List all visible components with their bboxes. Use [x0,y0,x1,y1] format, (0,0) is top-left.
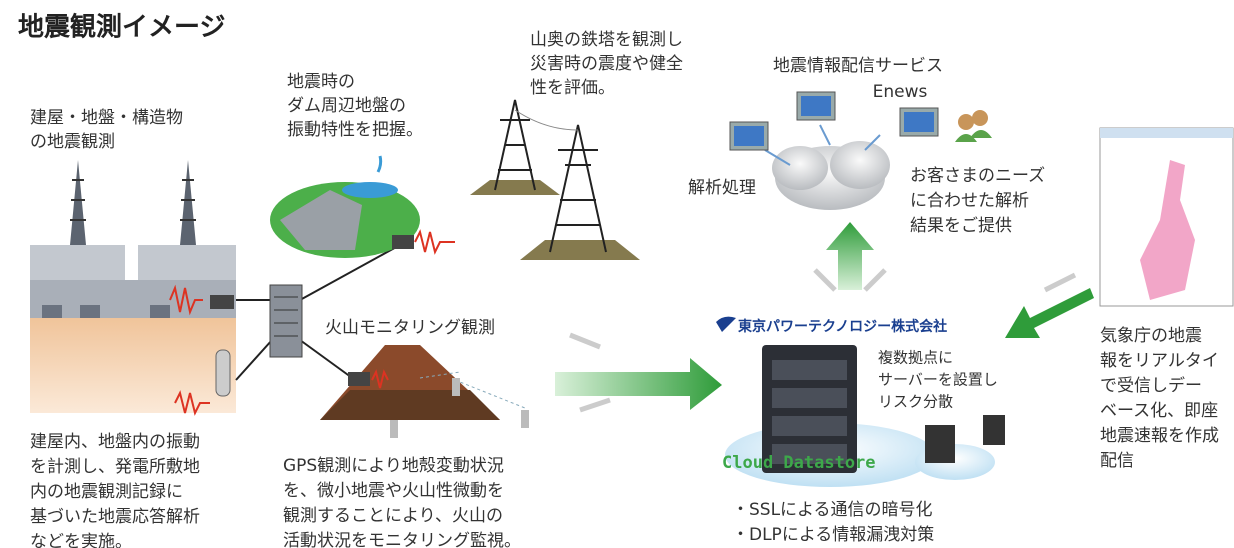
label-line: の地震観測 [30,132,115,152]
volcano-title: 火山モニタリング観測 [325,318,495,338]
tower-label: 山奥の鉄塔を観測し 災害時の震度や健全 性を評価。 [530,30,683,98]
desc-line: 地震速報を作成 [1100,426,1219,446]
volcano-part [320,390,500,420]
cloud-name: Cloud Datastore [722,453,876,473]
label-line: 性を評価。 [530,78,615,98]
volcano-part [348,372,370,386]
volcano [320,345,529,438]
dam-part [342,182,398,198]
datastore-part [983,415,1005,445]
desc-line: 報をリアルタイ [1100,351,1219,371]
analysis-cloud-part [955,130,992,142]
volcano-part [452,378,460,396]
dam-part [378,156,381,172]
desc-line: を、微小地震や火山性微動を [283,481,504,501]
network-hub-part [270,285,302,357]
flow-arrows-part [555,358,722,410]
analysis-cloud-part [801,96,831,116]
desc-line: 内の地震観測記録に [30,482,183,502]
power-plant-part [70,160,196,245]
company-name: 東京パワーテクノロジー株式会社 [738,318,947,335]
power-plant-part [216,350,230,396]
analysis-cloud-part [772,146,828,190]
analysis-cloud-part [958,114,974,130]
dam-part [415,232,455,252]
desc-line: で受信しデー [1100,375,1202,396]
datastore-part [772,360,847,380]
analysis-cloud-part [734,126,764,146]
bullet: ・SSLによる通信の暗号化 [732,500,933,520]
jma-description: 気象庁の地震 報をリアルタイ で受信しデー ベース化、即座 地震速報を作成 配信 [1100,326,1219,471]
building-description: 建屋内、地盤内の振動 を計測し、発電所敷地 内の地震観測記録に 基づいた地震応答… [30,432,200,548]
analysis-cloud-part [830,141,890,189]
label-line: 地震時の [287,72,355,92]
desc-line: 建屋内、地盤内の振動 [30,432,200,452]
volcano-part [521,410,529,428]
datastore-part [925,425,955,463]
dam-label: 地震時の ダム周辺地盤の 振動特性を把握。 [287,72,423,140]
power-plant [30,160,236,413]
note-line: リスク分散 [878,393,953,411]
desc-line: GPS観測により地殻変動状況 [283,456,504,476]
flow-arrows-part [826,222,874,290]
desc-line: 活動状況をモニタリング監視。 [283,531,521,548]
label-line: 建屋・地盤・構造物 [30,108,183,128]
datastore-part [772,416,847,436]
desc-line: ベース化、即座 [1100,401,1218,421]
customer-line: 結果をご提供 [910,216,1012,236]
analysis-label: 解析処理 [688,178,756,198]
datastore-part [772,388,847,408]
analysis-cloud-part [972,110,988,126]
pylons-part [520,240,640,260]
label-line: ダム周辺地盤の [287,96,406,116]
service-title: Enews [873,82,928,102]
volcano-part [390,420,398,438]
note-line: 複数拠点に [878,349,953,367]
pylons-part [470,180,560,195]
label-line: 災害時の震度や健全 [530,54,683,74]
bullet: ・DLPによる情報漏洩対策 [732,525,934,545]
power-plant-part [30,318,236,413]
desc-line: 観測することにより、火山の [283,506,503,526]
dam-part [392,235,414,249]
power-plant-part [150,305,170,318]
desc-line: を計測し、発電所敷地 [30,457,200,477]
desc-line: などを実施。 [30,532,132,548]
building-label: 建屋・地盤・構造物 の地震観測 [30,108,183,152]
pylons-part [550,125,606,252]
label-line: 山奥の鉄塔を観測し [530,30,683,50]
page-title: 地震観測イメージ [18,12,225,43]
jma-map [1100,128,1233,306]
datastore-part [716,317,736,332]
pylons-part [495,100,535,190]
desc-line: 基づいた地震応答解析 [30,507,200,527]
jma-map-part [1100,128,1233,138]
service-title: 地震情報配信サービス [773,56,943,76]
pylons [470,100,640,260]
dam [270,156,455,258]
diagram: 地震観測イメージ 建屋・地盤・構造物 の地震観測 建屋内、地盤内の振動 を計測し… [0,0,1234,548]
note-line: サーバーを設置し [878,371,998,389]
power-plant-part [210,295,234,309]
customer-line: に合わせた解析 [910,191,1029,211]
power-plant-part [80,305,100,318]
desc-line: 気象庁の地震 [1100,326,1202,346]
label-line: 振動特性を把握。 [287,120,423,140]
flow-arrows-part [1005,288,1094,338]
power-plant-part [42,305,62,318]
analysis-cloud-part [904,112,934,132]
customer-line: お客さまのニーズ [910,166,1045,186]
desc-line: 配信 [1100,451,1134,471]
power-plant-part [70,180,196,220]
